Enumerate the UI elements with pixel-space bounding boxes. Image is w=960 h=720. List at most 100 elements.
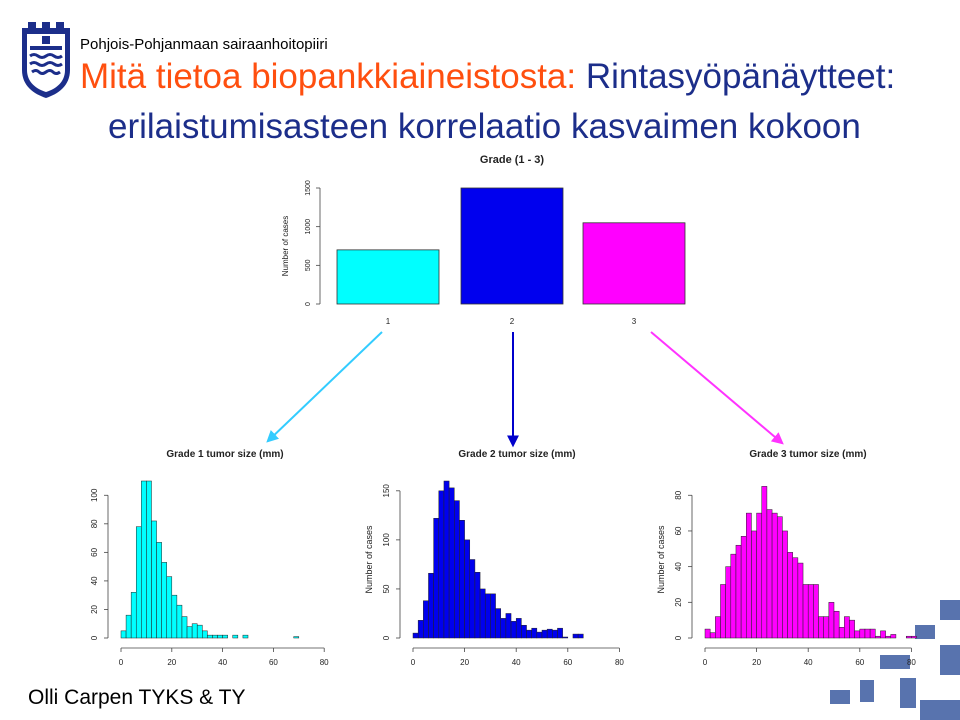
y-tick-label: 80	[90, 519, 99, 528]
hist-bar	[735, 544, 742, 639]
hist-bar	[454, 500, 460, 639]
y-tick-label: 0	[305, 302, 312, 306]
y-tick-label: 20	[674, 597, 683, 606]
hist-bar	[771, 512, 778, 639]
hist-bar	[490, 593, 496, 639]
hist-bar	[176, 604, 183, 639]
hist-bar	[536, 631, 543, 639]
grade2-histogram: Grade 2 tumor size (mm) 0 20 40 60 80 0 50 100 15…	[364, 449, 624, 667]
hist-bar	[515, 618, 522, 639]
hist-bar	[859, 628, 866, 639]
hist-bar	[469, 559, 476, 639]
hist-bar	[438, 490, 445, 639]
hist-bar	[464, 539, 471, 639]
x-tick-label: 60	[563, 658, 572, 667]
hist-bar	[479, 588, 486, 639]
hist-bar	[766, 509, 773, 639]
hist-bar	[756, 512, 763, 639]
hist-bar	[417, 620, 424, 639]
hist-bar	[125, 614, 132, 639]
hist-bar	[864, 628, 871, 639]
arrow-grade3	[650, 331, 784, 445]
hist-bar	[911, 635, 917, 639]
y-tick-label: 0	[90, 635, 99, 640]
hist-bar	[521, 624, 527, 639]
hist-bar	[552, 629, 558, 639]
hist-bar	[151, 520, 157, 639]
grade3-histogram: Grade 3 tumor size (mm) 0 20 40 60 80 0 20 40 60 8…	[656, 449, 917, 667]
y-tick-label: 1000	[305, 219, 312, 235]
hist-bar	[818, 616, 824, 639]
y-axis-label: Number of cases	[656, 525, 666, 594]
hist-bar	[782, 530, 788, 639]
hist-bar	[709, 632, 716, 639]
corner-decoration	[830, 600, 960, 720]
hist-bar	[433, 518, 440, 639]
hist-bar	[761, 486, 768, 639]
hist-bar	[207, 634, 213, 639]
hist-bar	[232, 634, 239, 639]
y-tick-label: 80	[674, 490, 683, 499]
hist-bar	[541, 629, 548, 639]
hist-bar	[141, 480, 147, 639]
hist-bar	[166, 576, 173, 639]
y-tick-label: 500	[305, 259, 312, 271]
grade-bar-chart: Grade (1 - 3) 1 2 3 0 500 1000 1500 Number of ca…	[281, 154, 686, 326]
hist-bar	[730, 553, 737, 639]
hist-bar	[557, 627, 563, 639]
hist-bar	[813, 584, 819, 639]
hist-bar	[546, 628, 553, 639]
x-tick-label: 20	[460, 658, 469, 667]
hist-bar	[500, 618, 507, 639]
y-tick-label: 100	[382, 533, 391, 547]
hist-bar	[202, 630, 208, 639]
y-tick-label: 20	[90, 604, 99, 613]
arrow-grade1	[266, 331, 383, 443]
hist-bar	[787, 552, 793, 639]
hospital-crest-logo	[22, 22, 70, 98]
y-tick-label: 40	[674, 562, 683, 571]
histogram-title: Grade 1 tumor size (mm)	[166, 449, 283, 460]
organization-name: Pohjois-Pohjanmaan sairaanhoitopiiri	[80, 36, 328, 53]
chart-title: Grade (1 - 3)	[480, 154, 545, 166]
hist-bar	[161, 562, 167, 639]
hist-bar	[120, 630, 127, 639]
hist-bar	[191, 623, 198, 639]
x-tick-label: 0	[703, 658, 708, 667]
hist-bar	[807, 584, 814, 639]
hist-bar	[423, 600, 429, 639]
x-tick-label: 80	[615, 658, 624, 667]
arrows-group	[266, 331, 784, 448]
y-tick-label: 0	[382, 635, 391, 640]
hist-bar	[740, 536, 747, 639]
bar-grade-3	[582, 222, 686, 305]
hist-bar	[715, 616, 721, 639]
bar-grade-2	[460, 187, 564, 305]
hist-bar	[146, 480, 152, 639]
hist-bar	[412, 632, 419, 639]
y-tick-label: 0	[674, 635, 683, 640]
hist-bar	[196, 624, 203, 639]
hist-bar	[572, 633, 579, 639]
x-tick-label: 40	[218, 658, 227, 667]
y-tick-label: 100	[90, 488, 99, 502]
hist-bar	[495, 608, 501, 639]
hist-bar	[869, 628, 876, 639]
hist-bar	[531, 627, 538, 639]
y-tick-label: 40	[90, 576, 99, 585]
hist-bar	[212, 634, 218, 639]
x-tick-label: 60	[855, 658, 864, 667]
hist-bar	[459, 520, 465, 639]
hist-bar	[242, 634, 249, 639]
hist-bar	[875, 635, 881, 639]
hist-bar	[186, 626, 193, 639]
hist-bar	[880, 630, 886, 639]
hist-bar	[526, 629, 532, 639]
hist-bar	[181, 616, 188, 639]
hist-bar	[293, 636, 300, 639]
x-tick-label: 20	[752, 658, 761, 667]
hist-bar	[448, 487, 455, 639]
bar-grade-1	[336, 249, 440, 305]
slide-title-main: Rintasyöpänäytteet:	[576, 57, 896, 96]
